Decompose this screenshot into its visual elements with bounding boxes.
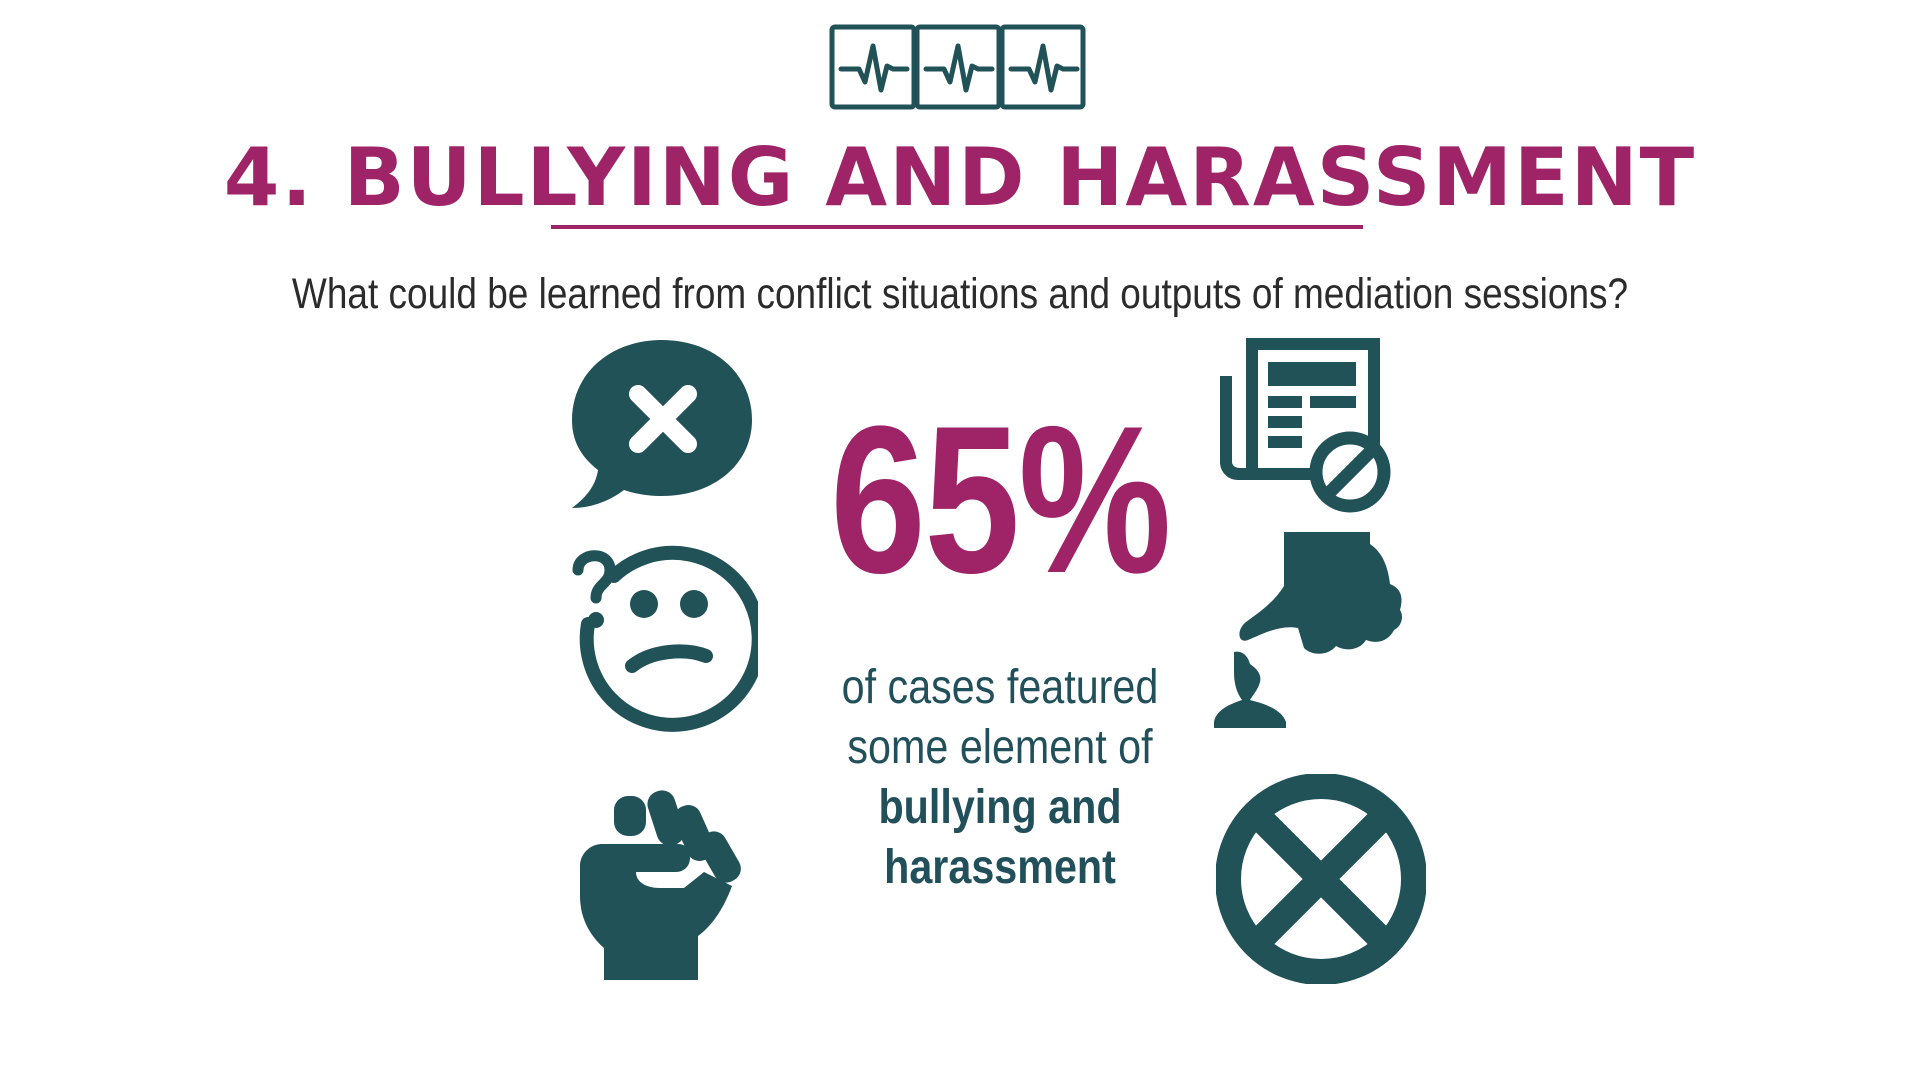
confused-face-icon [572, 545, 758, 732]
page-title: 4. BULLYING AND HARASSMENT [223, 131, 1697, 224]
stat-caption-bold-line2: harassment [884, 841, 1116, 894]
heartbeat-monitor-icon [829, 24, 1086, 110]
stat-percentage: 65% [830, 382, 1171, 617]
fist-icon [580, 790, 741, 980]
stat-caption: of cases featured some element of bullyi… [776, 658, 1223, 898]
circle-x-icon [1216, 774, 1426, 984]
newspaper-blocked-icon [1220, 338, 1391, 513]
pointing-finger-person-icon [1214, 532, 1402, 728]
title-underline [551, 225, 1363, 229]
stat-caption-line1: of cases featured [841, 661, 1159, 714]
stat-caption-bold-line1: bullying and [878, 781, 1122, 834]
subtitle: What could be learned from conflict situ… [291, 270, 1629, 318]
speech-bubble-x-icon [572, 340, 752, 508]
stat-caption-line2: some element of [847, 721, 1153, 774]
